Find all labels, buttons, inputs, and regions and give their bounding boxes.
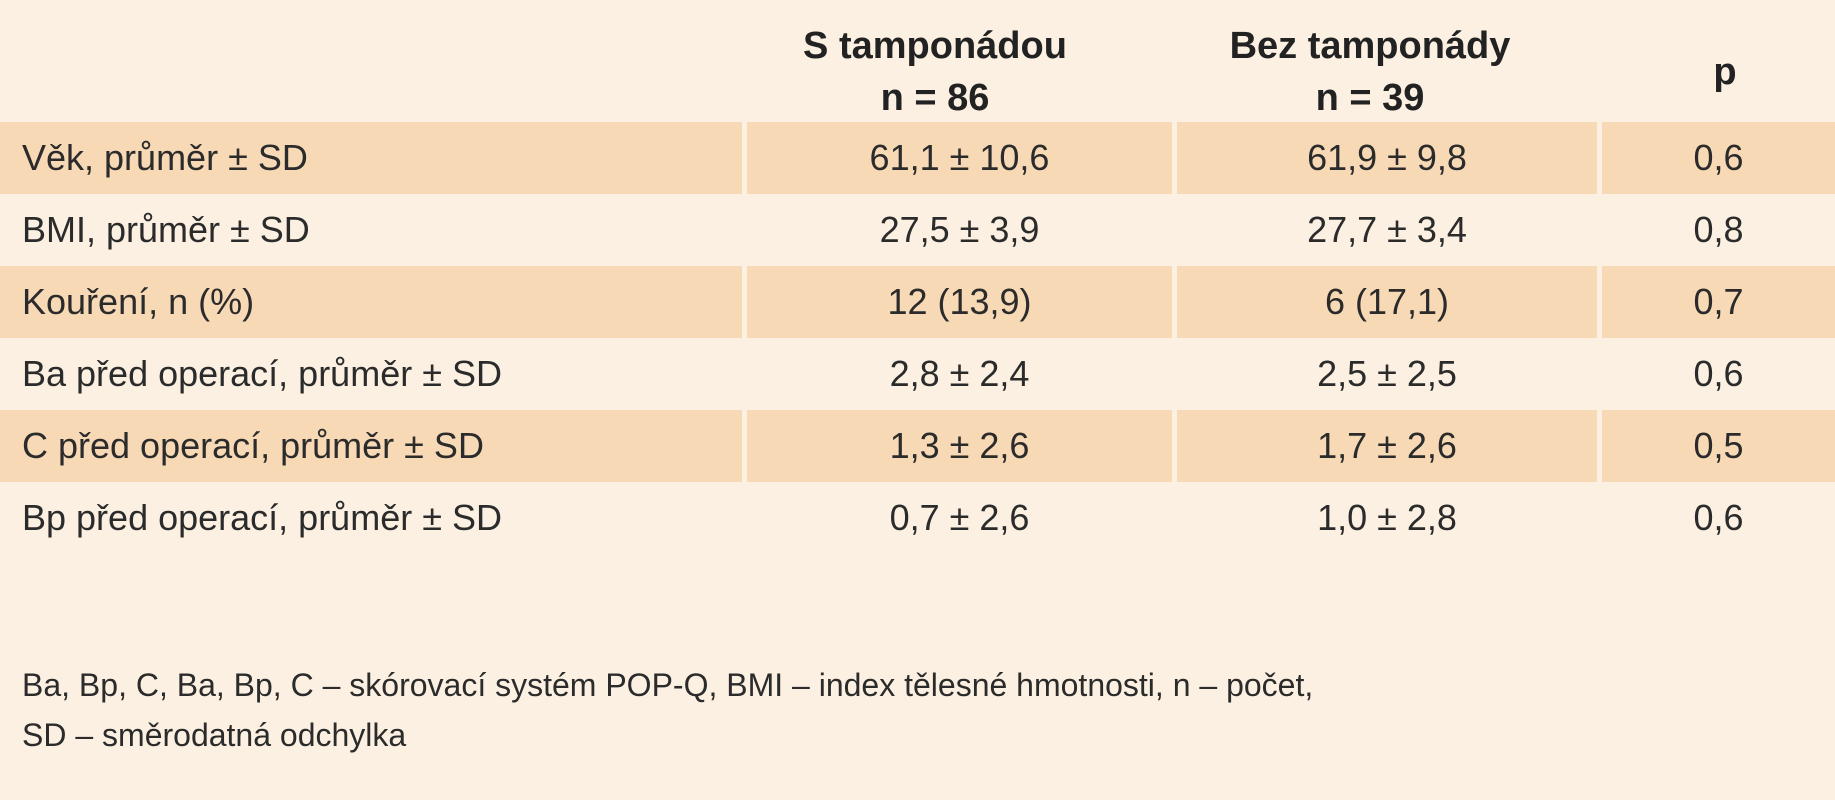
row-value-with-tamponade: 1,3 ± 2,6 <box>747 410 1172 482</box>
row-value-with-tamponade: 0,7 ± 2,6 <box>889 497 1030 538</box>
header-without-tamponade-count: n = 39 <box>1315 77 1425 119</box>
row-value-without-tamponade: 1,0 ± 2,8 <box>1317 497 1457 538</box>
row-p-value: 0,8 <box>1693 209 1744 250</box>
row-label: Věk, průměr ± SD <box>0 122 742 194</box>
table-row: Věk, průměr ± SD 61,1 ± 10,6 61,9 ± 9,8 … <box>0 122 1835 194</box>
row-value-without-tamponade: 27,7 ± 3,4 <box>1307 209 1467 250</box>
row-value-without-tamponade: 2,5 ± 2,5 <box>1317 353 1457 394</box>
header-without-tamponade-title: Bez tamponády <box>1229 25 1511 67</box>
row-p-value: 0,6 <box>1602 122 1835 194</box>
header-without-tamponade: Bez tamponády n = 39 <box>1180 20 1560 124</box>
table-row: C před operací, průměr ± SD 1,3 ± 2,6 1,… <box>0 410 1835 482</box>
row-value-with-tamponade: 12 (13,9) <box>747 266 1172 338</box>
footnote-line-2: SD – směrodatná odchylka <box>22 717 407 753</box>
table-row: Bp před operací, průměr ± SD 0,7 ± 2,6 1… <box>0 482 1835 554</box>
row-label: Ba před operací, průměr ± SD <box>22 353 502 394</box>
table-header: S tamponádou n = 86 Bez tamponády n = 39… <box>0 0 1835 140</box>
header-with-tamponade: S tamponádou n = 86 <box>745 20 1125 124</box>
table-row: BMI, průměr ± SD 27,5 ± 3,9 27,7 ± 3,4 0… <box>0 194 1835 266</box>
row-label: C před operací, průměr ± SD <box>0 410 742 482</box>
header-p-value: p <box>1615 46 1835 98</box>
footnote-line-1: Ba, Bp, C, Ba, Bp, C – skórovací systém … <box>22 667 1314 703</box>
row-p-value: 0,7 <box>1602 266 1835 338</box>
row-value-without-tamponade: 6 (17,1) <box>1177 266 1597 338</box>
row-p-value: 0,6 <box>1693 497 1744 538</box>
header-with-tamponade-count: n = 86 <box>880 77 990 119</box>
row-label: Kouření, n (%) <box>0 266 742 338</box>
table-row: Kouření, n (%) 12 (13,9) 6 (17,1) 0,7 <box>0 266 1835 338</box>
row-value-with-tamponade: 27,5 ± 3,9 <box>879 209 1040 250</box>
row-value-without-tamponade: 61,9 ± 9,8 <box>1177 122 1597 194</box>
row-value-with-tamponade: 2,8 ± 2,4 <box>889 353 1030 394</box>
header-p-value-label: p <box>1713 51 1737 93</box>
table-row: Ba před operací, průměr ± SD 2,8 ± 2,4 2… <box>0 338 1835 410</box>
row-value-with-tamponade: 61,1 ± 10,6 <box>747 122 1172 194</box>
row-p-value: 0,5 <box>1602 410 1835 482</box>
header-with-tamponade-title: S tamponádou <box>803 25 1067 67</box>
table-footnote: Ba, Bp, C, Ba, Bp, C – skórovací systém … <box>22 660 1812 760</box>
row-value-without-tamponade: 1,7 ± 2,6 <box>1177 410 1597 482</box>
row-p-value: 0,6 <box>1693 353 1744 394</box>
row-label: BMI, průměr ± SD <box>22 209 310 250</box>
row-label: Bp před operací, průměr ± SD <box>22 497 502 538</box>
